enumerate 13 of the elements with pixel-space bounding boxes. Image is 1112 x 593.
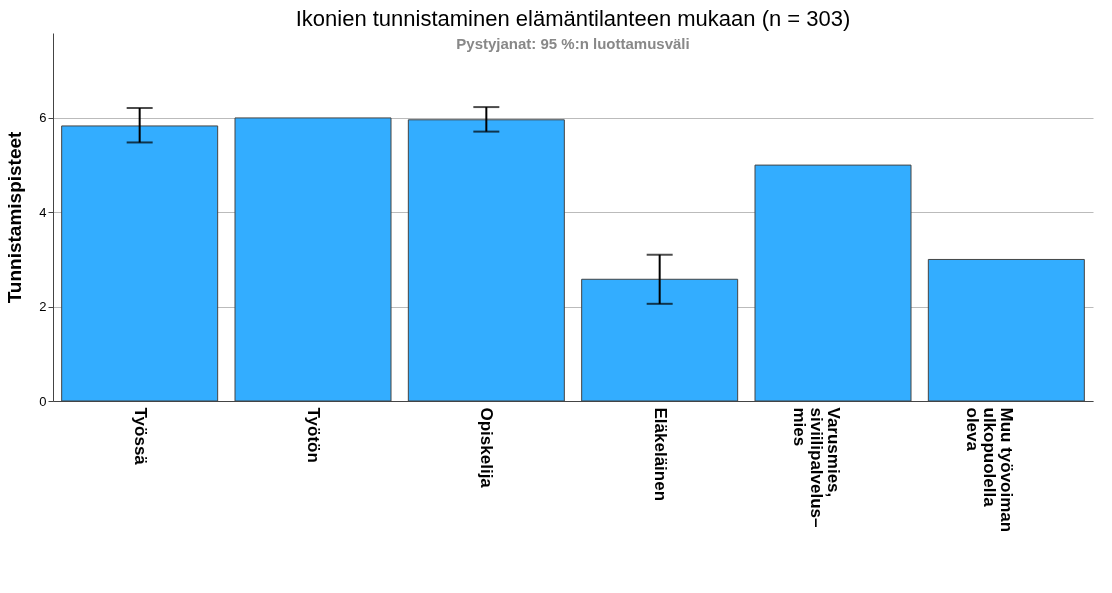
y-axis-title: Tunnistamispisteet — [4, 130, 26, 304]
y-tick-label: 4 — [39, 204, 47, 220]
y-tick-label: 2 — [39, 299, 47, 315]
y-tick-label: 0 — [39, 393, 47, 409]
x-tick-label: Eläkeläinen — [650, 407, 670, 502]
x-tick-label: Työtön — [304, 407, 323, 463]
chart-subtitle: Pystyjanat: 95 %:n luottamusväli — [456, 35, 690, 52]
x-tick-label: Muu työvoiman ulkopuolella oleva — [963, 407, 1017, 533]
y-tick-label: 6 — [39, 110, 47, 126]
x-tick-label: Varusmies, siviilipalvelus– mies — [790, 407, 843, 528]
x-tick-label: Opiskelija — [477, 407, 497, 489]
x-tick-label: Työssä — [130, 407, 150, 466]
chart-title: Ikonien tunnistaminen elämäntilanteen mukaan (n = 303) — [295, 6, 851, 31]
